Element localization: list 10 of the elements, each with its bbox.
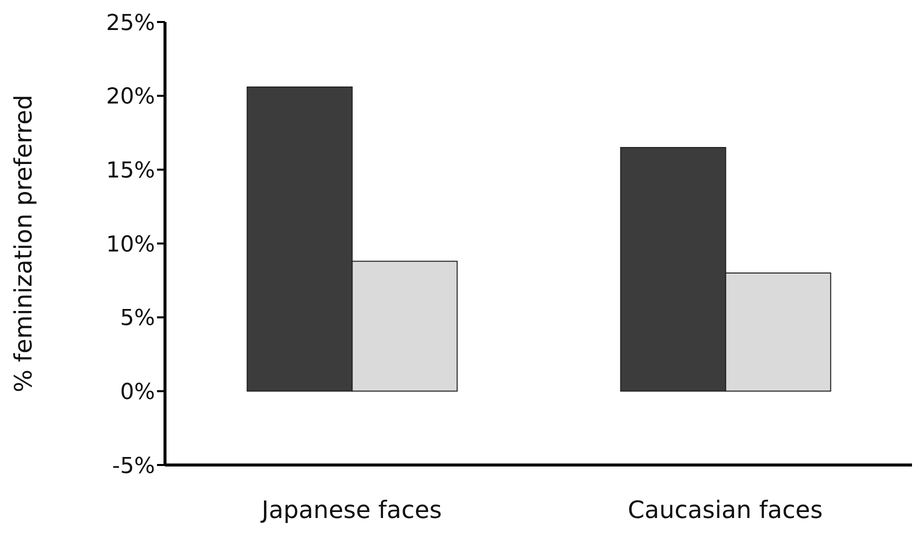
y-tick-label: -5%: [112, 454, 155, 479]
y-axis-title: % feminization preferred: [10, 94, 38, 392]
x-tick-label: Caucasian faces: [628, 496, 823, 524]
y-tick-label: 25%: [106, 10, 155, 36]
y-tick-label: 20%: [106, 84, 155, 110]
y-tick-label: 15%: [106, 158, 155, 184]
x-tick-label: Japanese faces: [260, 496, 442, 524]
y-tick-label: 0%: [120, 380, 155, 405]
y-tick-label: 10%: [106, 232, 155, 258]
y-tick-label: 5%: [120, 306, 155, 332]
